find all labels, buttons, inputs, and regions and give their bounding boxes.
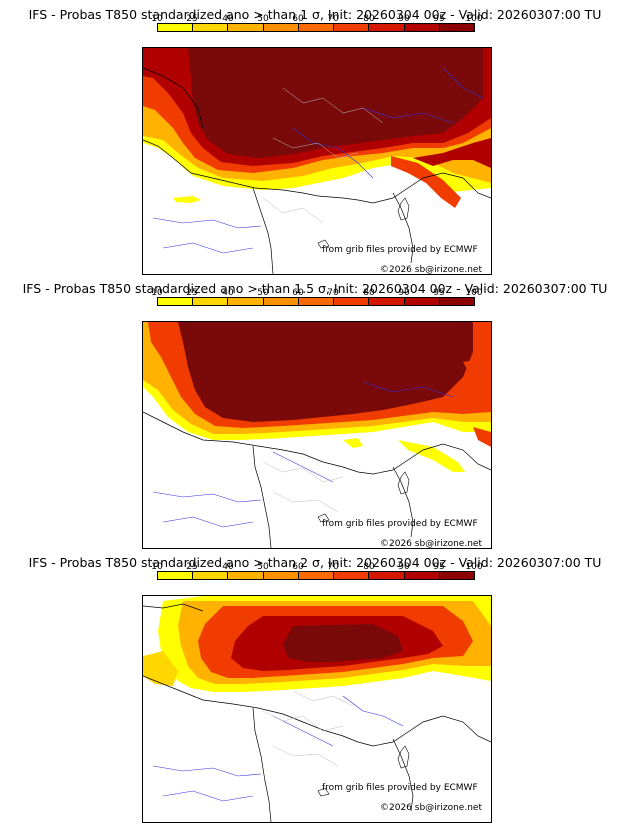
borders xyxy=(262,461,344,513)
colorbar-swatch xyxy=(439,572,474,579)
rivers xyxy=(152,381,454,528)
data-credit: from grib files provided by ECMWF xyxy=(322,783,478,793)
coastlines xyxy=(143,603,491,822)
probability-shading xyxy=(143,596,491,692)
map-svg xyxy=(143,322,491,548)
colorbar-tick: 60 xyxy=(292,562,304,572)
colorbar-tick: 95 xyxy=(433,288,445,298)
colorbar-swatch xyxy=(298,572,335,579)
colorbar-tick: 25 xyxy=(186,288,198,298)
colorbar-swatch xyxy=(369,298,405,305)
colorbar-tick: 80 xyxy=(363,288,375,298)
panel-title: IFS - Probas T850 standardized ano > tha… xyxy=(28,7,602,22)
coastlines xyxy=(143,411,491,548)
borders xyxy=(262,87,384,224)
forecast-panel-1-5sigma: IFS - Probas T850 standardized ano > tha… xyxy=(0,274,630,550)
colorbar-swatch xyxy=(439,24,474,31)
colorbar-tick: 80 xyxy=(363,14,375,24)
probability-shading xyxy=(143,48,491,208)
colorbar-tick: 50 xyxy=(257,14,269,24)
colorbar-tick: 50 xyxy=(257,562,269,572)
colorbar-swatch xyxy=(298,298,335,305)
colorbar-labels: 10 25 40 50 60 70 80 90 95 100 xyxy=(140,14,482,24)
data-credit: from grib files provided by ECMWF xyxy=(322,245,478,255)
colorbar-tick: 10 xyxy=(151,14,163,24)
colorbar xyxy=(157,297,475,306)
colorbar-tick: 90 xyxy=(398,14,410,24)
copyright: ©2026 sb@irizone.net xyxy=(380,539,482,549)
colorbar-swatch xyxy=(334,572,370,579)
islands xyxy=(317,197,410,249)
colorbar-tick: 40 xyxy=(222,14,234,24)
coastlines xyxy=(143,67,491,274)
colorbar-swatch xyxy=(369,24,405,31)
colorbar-swatch xyxy=(404,572,440,579)
colorbar-swatch xyxy=(334,298,370,305)
colorbar-tick: 60 xyxy=(292,14,304,24)
colorbar-tick: 80 xyxy=(363,562,375,572)
colorbar-swatch xyxy=(158,298,194,305)
colorbar-tick: 95 xyxy=(433,14,445,24)
colorbar-swatch xyxy=(334,24,370,31)
forecast-panel-2sigma: IFS - Probas T850 standardized ano > tha… xyxy=(0,548,630,824)
colorbar-swatch xyxy=(263,572,299,579)
probability-shading xyxy=(143,322,491,472)
colorbar-tick: 90 xyxy=(398,288,410,298)
borders xyxy=(262,690,354,767)
colorbar-swatch xyxy=(439,298,474,305)
colorbar-swatch xyxy=(298,24,335,31)
colorbar-tick: 100 xyxy=(465,14,483,24)
colorbar-tick: 90 xyxy=(398,562,410,572)
colorbar xyxy=(157,571,475,580)
colorbar-tick: 10 xyxy=(151,288,163,298)
colorbar-tick: 70 xyxy=(327,288,339,298)
colorbar-swatch xyxy=(404,24,440,31)
probability-map xyxy=(142,321,492,549)
rivers xyxy=(152,67,484,254)
colorbar-tick: 100 xyxy=(465,288,483,298)
colorbar-tick: 70 xyxy=(327,14,339,24)
colorbar-tick: 50 xyxy=(257,288,269,298)
probability-map xyxy=(142,47,492,275)
colorbar-tick: 100 xyxy=(465,562,483,572)
colorbar-swatch xyxy=(228,572,264,579)
colorbar-labels: 10 25 40 50 60 70 80 90 95 100 xyxy=(140,562,482,572)
colorbar-labels: 10 25 40 50 60 70 80 90 95 100 xyxy=(140,288,482,298)
colorbar-swatch xyxy=(404,298,440,305)
colorbar-swatch xyxy=(263,298,299,305)
data-credit: from grib files provided by ECMWF xyxy=(322,519,478,529)
colorbar-tick: 70 xyxy=(327,562,339,572)
colorbar-swatch xyxy=(228,24,264,31)
islands xyxy=(317,471,410,523)
colorbar-tick: 10 xyxy=(151,562,163,572)
islands xyxy=(317,745,410,797)
map-svg xyxy=(143,48,491,274)
colorbar-swatch xyxy=(369,572,405,579)
colorbar-swatch xyxy=(158,572,194,579)
colorbar-tick: 95 xyxy=(433,562,445,572)
probability-map xyxy=(142,595,492,823)
colorbar-swatch xyxy=(193,24,229,31)
colorbar-swatch xyxy=(158,24,194,31)
colorbar xyxy=(157,23,475,32)
copyright: ©2026 sb@irizone.net xyxy=(380,265,482,275)
forecast-panel-1sigma: IFS - Probas T850 standardized ano > tha… xyxy=(0,0,630,276)
panel-title: IFS - Probas T850 standardized ano > tha… xyxy=(28,555,602,570)
colorbar-tick: 25 xyxy=(186,14,198,24)
colorbar-swatch xyxy=(193,298,229,305)
colorbar-tick: 60 xyxy=(292,288,304,298)
map-svg xyxy=(143,596,491,822)
copyright: ©2026 sb@irizone.net xyxy=(380,803,482,813)
panel-title: IFS - Probas T850 standardized ano > tha… xyxy=(22,281,608,296)
colorbar-swatch xyxy=(193,572,229,579)
colorbar-swatch xyxy=(263,24,299,31)
colorbar-tick: 40 xyxy=(222,288,234,298)
colorbar-tick: 40 xyxy=(222,562,234,572)
colorbar-tick: 25 xyxy=(186,562,198,572)
colorbar-swatch xyxy=(228,298,264,305)
